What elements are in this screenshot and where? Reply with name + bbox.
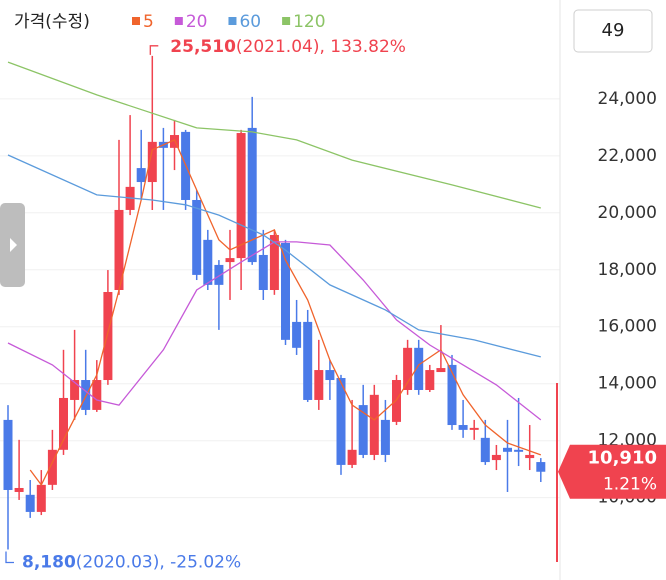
candle-body [292, 321, 302, 348]
candle-body [136, 168, 146, 183]
candle-body [358, 405, 368, 455]
candle-body [3, 419, 13, 490]
price-tag-value: 10,910 [588, 448, 657, 469]
y-tick-label: 20,000 [598, 203, 657, 223]
low-note: (2020.03), -25.02% [76, 553, 241, 573]
candle-body [425, 370, 435, 390]
candle-body [347, 449, 357, 465]
candle-body [536, 462, 546, 472]
legend-swatch [228, 17, 237, 25]
candle-body [403, 347, 413, 390]
candle-body [258, 254, 268, 290]
candle-body [514, 449, 524, 452]
y-tick-label: 16,000 [598, 317, 657, 337]
low-marker-label: 8,180(2020.03), -25.02% [22, 553, 241, 573]
candle-body [392, 380, 401, 422]
candle-body [70, 380, 80, 400]
candle-body [103, 291, 113, 381]
ma-line [7, 61, 541, 209]
legend-swatch [132, 17, 140, 25]
candle-body [236, 133, 246, 259]
candle-body [414, 347, 424, 390]
candle-body [303, 321, 313, 400]
high-marker-arrow [149, 45, 159, 55]
candle-body [59, 397, 68, 450]
candle-body [25, 494, 35, 512]
candle-body [269, 235, 279, 290]
candle-body [81, 380, 91, 410]
candle-body [14, 487, 24, 492]
candle-body [336, 378, 346, 465]
candle-body [147, 141, 157, 183]
ma-line [7, 154, 541, 358]
candle-body [214, 264, 224, 285]
ma-line [7, 241, 542, 421]
legend-label: 20 [186, 12, 208, 32]
candle-body [47, 449, 57, 485]
legend-swatch [282, 17, 291, 25]
low-marker-arrow [5, 551, 14, 564]
candle-body [225, 258, 235, 263]
y-tick-label: 18,000 [598, 260, 657, 280]
candle-body [114, 209, 124, 290]
high-value: 25,510 [170, 37, 236, 57]
low-value: 8,180 [22, 553, 76, 573]
candle-body [525, 454, 535, 459]
candle-body [458, 425, 468, 430]
candle-body [192, 199, 202, 275]
y-tick-label: 14,000 [598, 374, 657, 394]
candle-body [281, 242, 290, 340]
candle-body [92, 380, 102, 410]
candle-body [480, 437, 490, 463]
legend-swatch [174, 17, 183, 25]
period-button[interactable] [573, 9, 653, 53]
candle-body [503, 447, 512, 452]
price-tag-change: 1.21% [603, 475, 657, 495]
legend-label: 5 [143, 12, 154, 32]
candle-body [380, 419, 390, 455]
candle-body [436, 368, 446, 373]
candle-body [247, 127, 257, 263]
candle-body [369, 394, 379, 455]
legend-label: 60 [239, 12, 261, 32]
candle-body [447, 364, 457, 426]
y-tick-label: 24,000 [598, 89, 657, 109]
period-count[interactable]: 49 [602, 20, 625, 41]
candle-body [491, 454, 501, 461]
candle-body [325, 370, 335, 381]
y-tick-label: 22,000 [598, 146, 657, 166]
handle-arrow [10, 238, 17, 252]
high-marker-label: 25,510(2021.04), 133.82% [170, 37, 406, 57]
legend-label: 120 [293, 12, 325, 32]
price-tag [558, 444, 666, 499]
candle-body [314, 370, 324, 400]
legend-title: 가격(수정) [14, 12, 90, 32]
high-note: (2021.04), 133.82% [236, 37, 406, 57]
candle-body [203, 239, 213, 285]
candle-body [469, 427, 479, 430]
ma-line [29, 139, 542, 487]
candle-body [36, 484, 46, 512]
